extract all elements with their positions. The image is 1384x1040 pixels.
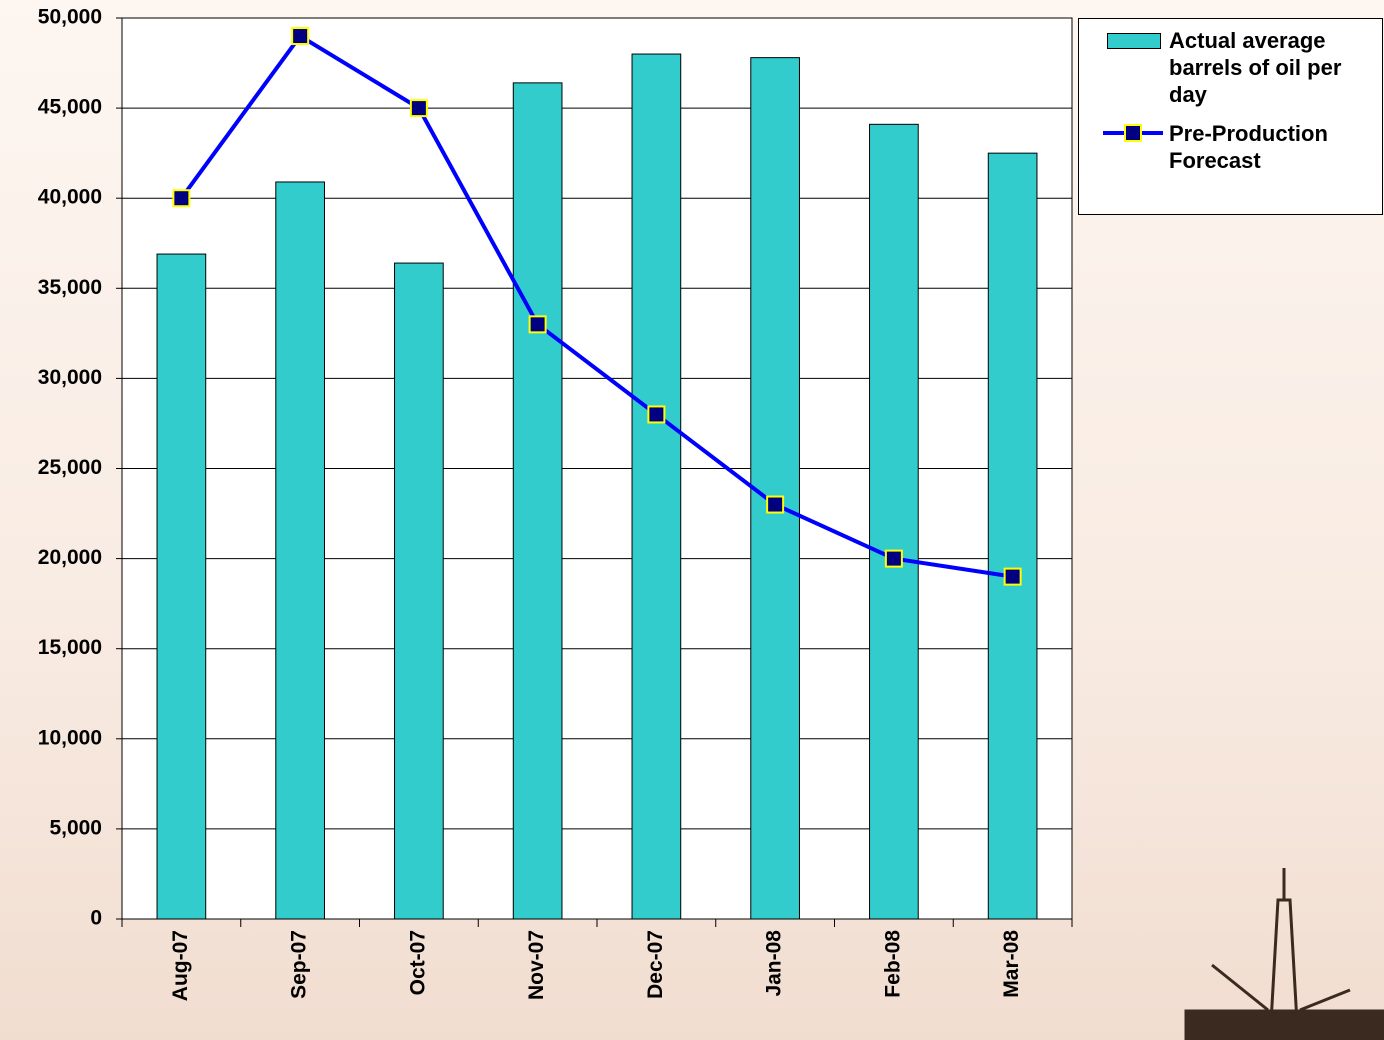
marker: [409, 99, 428, 118]
legend-swatch-line: [1103, 124, 1163, 142]
y-tick-label: 40,000: [38, 186, 102, 209]
y-tick-label: 25,000: [38, 456, 102, 479]
x-tick-label: Aug-07: [169, 930, 192, 1001]
x-tick-label: Jan-08: [763, 930, 786, 997]
bar: [512, 82, 563, 920]
marker: [172, 189, 191, 208]
y-tick-label: 10,000: [38, 726, 102, 749]
legend-swatch-bar: [1107, 33, 1161, 49]
y-tick-label: 15,000: [38, 636, 102, 659]
marker: [766, 495, 785, 514]
x-tick-label: Feb-08: [881, 930, 904, 998]
marker: [884, 549, 903, 568]
marker: [291, 27, 310, 46]
y-tick-label: 50,000: [38, 6, 102, 29]
oil-rig: [1184, 868, 1384, 1040]
bar: [156, 253, 207, 920]
y-tick-label: 35,000: [38, 276, 102, 299]
y-tick-label: 20,000: [38, 546, 102, 569]
y-tick-label: 5,000: [49, 816, 102, 839]
x-tick-label: Sep-07: [288, 930, 311, 999]
x-tick-label: Dec-07: [644, 930, 667, 999]
x-tick-label: Nov-07: [525, 930, 548, 1000]
plot-border: [121, 17, 1073, 920]
bar: [750, 57, 800, 920]
legend-marker: [1124, 124, 1142, 142]
y-tick-label: 30,000: [38, 366, 102, 389]
bar: [987, 152, 1038, 920]
marker: [1003, 567, 1022, 586]
x-tick-label: Mar-08: [1000, 930, 1023, 998]
bar: [869, 123, 919, 920]
y-tick-label: 45,000: [38, 96, 102, 119]
legend: Actual average barrels of oil per day Pr…: [1078, 18, 1383, 215]
bar: [631, 53, 682, 920]
bar: [394, 262, 444, 920]
legend-label: Pre-Production Forecast: [1169, 121, 1328, 173]
y-tick-label: 0: [90, 907, 102, 930]
marker: [647, 405, 666, 424]
marker: [528, 315, 547, 334]
line: [179, 33, 1013, 579]
legend-label: Actual average barrels of oil per day: [1169, 28, 1342, 107]
x-tick-label: Oct-07: [406, 930, 429, 995]
bar: [275, 181, 325, 920]
